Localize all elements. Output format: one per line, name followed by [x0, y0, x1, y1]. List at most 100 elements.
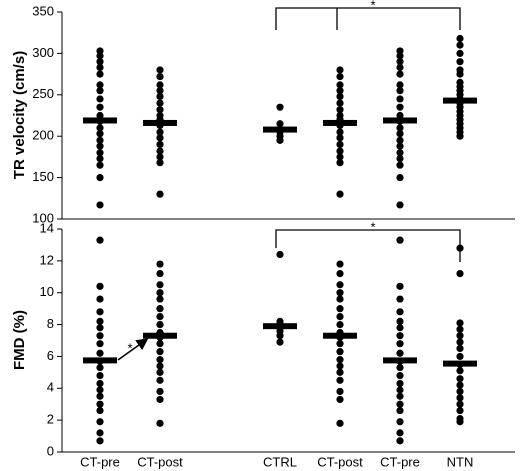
- data-point: [96, 87, 104, 95]
- data-point: [456, 58, 464, 66]
- data-point: [96, 103, 104, 111]
- data-point: [456, 41, 464, 49]
- data-point: [156, 92, 164, 101]
- data-point: [396, 58, 404, 66]
- data-point: [276, 120, 284, 128]
- data-point: [96, 317, 104, 325]
- x-tick-label: CTRL: [263, 454, 297, 469]
- data-point: [396, 111, 404, 120]
- data-point: [396, 386, 404, 394]
- y-tick-label: 300: [32, 45, 54, 60]
- data-point: [96, 429, 104, 437]
- data-point: [336, 348, 344, 356]
- data-point: [336, 159, 344, 167]
- data-point: [336, 72, 344, 81]
- data-point: [456, 34, 464, 43]
- data-point: [396, 47, 404, 55]
- data-point: [456, 132, 464, 140]
- data-point: [456, 387, 464, 396]
- data-point: [336, 270, 344, 278]
- data-point: [336, 106, 344, 114]
- mean-bar: [443, 360, 477, 367]
- y-tick-label: 10: [40, 284, 54, 299]
- data-point: [156, 134, 164, 142]
- data-point: [276, 103, 284, 111]
- data-point: [156, 289, 164, 297]
- data-point: [336, 368, 344, 376]
- data-point: [336, 376, 344, 384]
- data-point: [456, 352, 464, 361]
- data-point: [96, 81, 104, 89]
- data-point: [396, 392, 404, 400]
- y-tick-label: 100: [32, 210, 54, 225]
- data-point: [96, 70, 104, 78]
- data-point: [396, 317, 404, 325]
- data-point: [96, 340, 104, 348]
- data-point: [396, 332, 404, 340]
- arrow: [117, 338, 149, 361]
- mean-bar: [263, 323, 297, 330]
- annotation: *: [127, 340, 132, 355]
- mean-bar: [83, 117, 117, 124]
- data-point: [396, 295, 404, 303]
- data-point: [396, 136, 404, 144]
- x-tick-label: CT-pre: [80, 454, 120, 469]
- data-point: [96, 406, 104, 415]
- data-point: [456, 344, 464, 353]
- data-point: [156, 106, 164, 114]
- data-point: [456, 381, 464, 389]
- data-point: [336, 128, 344, 136]
- y-tick-label: 12: [40, 252, 54, 267]
- data-point: [456, 70, 464, 78]
- data-point: [156, 72, 164, 81]
- data-point: [396, 400, 404, 408]
- data-point: [96, 236, 104, 244]
- data-point: [456, 375, 464, 383]
- data-point: [396, 174, 404, 182]
- significance-bracket: [275, 229, 461, 262]
- data-point: [396, 52, 404, 60]
- data-point: [336, 289, 344, 297]
- data-point: [336, 153, 344, 161]
- data-point: [456, 418, 464, 426]
- data-point: [336, 66, 344, 74]
- data-point: [156, 387, 164, 396]
- data-point: [276, 338, 284, 346]
- mean-bar: [383, 357, 417, 364]
- data-point: [396, 154, 404, 163]
- annotation: *: [370, 0, 375, 12]
- data-point: [156, 305, 164, 313]
- data-point: [456, 332, 464, 340]
- data-point: [96, 437, 104, 445]
- data-point: [96, 308, 104, 316]
- data-point: [96, 136, 104, 144]
- data-point: [276, 332, 284, 340]
- data-point: [156, 376, 164, 384]
- data-point: [156, 153, 164, 161]
- annotation: *: [370, 219, 375, 234]
- data-point: [336, 362, 344, 370]
- data-point: [96, 47, 104, 55]
- data-point: [396, 282, 404, 290]
- data-point: [156, 140, 164, 149]
- data-point: [96, 386, 104, 394]
- data-point: [456, 338, 464, 346]
- data-point: [156, 270, 164, 278]
- data-point: [396, 130, 404, 138]
- data-point: [156, 419, 164, 427]
- data-point: [156, 281, 164, 289]
- data-point: [396, 63, 404, 72]
- data-point: [96, 161, 104, 169]
- data-point: [156, 260, 164, 268]
- data-point: [96, 154, 104, 163]
- data-point: [396, 406, 404, 415]
- data-point: [156, 87, 164, 95]
- data-point: [396, 124, 404, 132]
- data-point: [396, 87, 404, 95]
- data-point: [96, 63, 104, 72]
- data-point: [396, 437, 404, 445]
- data-point: [156, 320, 164, 329]
- data-point: [336, 295, 344, 303]
- data-point: [96, 142, 104, 150]
- data-point: [96, 332, 104, 340]
